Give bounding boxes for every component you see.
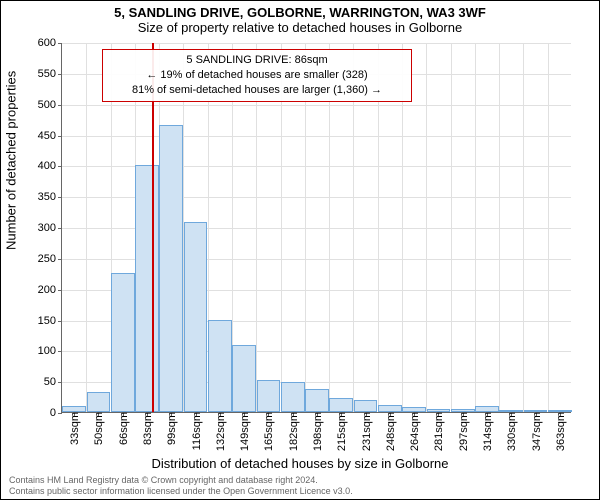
gridline-v: [86, 43, 87, 412]
x-tick-label: 66sqm: [116, 412, 130, 445]
annotation-box: 5 SANDLING DRIVE: 86sqm← 19% of detached…: [102, 49, 412, 102]
footer-attribution: Contains HM Land Registry data © Crown c…: [9, 475, 353, 497]
x-tick-label: 182sqm: [286, 412, 300, 451]
x-tick-label: 99sqm: [164, 412, 178, 445]
x-tick-label: 198sqm: [310, 412, 324, 451]
annotation-line: 5 SANDLING DRIVE: 86sqm: [111, 53, 403, 68]
x-tick-label: 314sqm: [480, 412, 494, 451]
histogram-bar: [281, 382, 305, 412]
y-tick-label: 150: [38, 315, 62, 327]
gridline-v: [451, 43, 452, 412]
x-tick-label: 132sqm: [213, 412, 227, 451]
histogram-bar: [354, 400, 378, 412]
histogram-bar: [232, 345, 256, 412]
histogram-bar: [524, 410, 548, 412]
y-tick-label: 400: [38, 160, 62, 172]
x-tick-label: 330sqm: [504, 412, 518, 451]
y-tick-label: 550: [38, 68, 62, 80]
gridline-h: [62, 43, 571, 44]
gridline-h: [62, 136, 571, 137]
x-tick-label: 149sqm: [237, 412, 251, 451]
footer-line2: Contains public sector information licen…: [9, 486, 353, 497]
footer-line1: Contains HM Land Registry data © Crown c…: [9, 475, 353, 486]
histogram-bar: [184, 222, 208, 412]
gridline-v: [523, 43, 524, 412]
y-tick-label: 200: [38, 284, 62, 296]
histogram-bar: [208, 320, 232, 413]
x-tick-label: 215sqm: [334, 412, 348, 451]
annotation-line: 81% of semi-detached houses are larger (…: [111, 83, 403, 98]
histogram-bar: [87, 392, 111, 412]
x-tick-label: 231sqm: [359, 412, 373, 451]
y-tick-label: 350: [38, 191, 62, 203]
y-tick-label: 450: [38, 130, 62, 142]
annotation-line: ← 19% of detached houses are smaller (32…: [111, 68, 403, 83]
x-tick-label: 165sqm: [261, 412, 275, 451]
gridline-v: [499, 43, 500, 412]
y-tick-label: 100: [38, 345, 62, 357]
y-tick-label: 250: [38, 253, 62, 265]
y-tick-label: 500: [38, 99, 62, 111]
x-tick-label: 50sqm: [91, 412, 105, 445]
title-block: 5, SANDLING DRIVE, GOLBORNE, WARRINGTON,…: [1, 5, 599, 35]
x-tick-label: 297sqm: [456, 412, 470, 451]
x-tick-label: 347sqm: [529, 412, 543, 451]
gridline-v: [475, 43, 476, 412]
x-axis-label: Distribution of detached houses by size …: [1, 456, 599, 471]
x-tick-label: 248sqm: [383, 412, 397, 451]
histogram-bar: [305, 389, 329, 412]
y-tick-label: 50: [44, 376, 62, 388]
x-tick-label: 83sqm: [140, 412, 154, 445]
x-tick-label: 116sqm: [189, 412, 203, 450]
histogram-bar: [475, 406, 499, 412]
histogram-bar: [451, 409, 475, 412]
gridline-v: [426, 43, 427, 412]
chart-container: 5, SANDLING DRIVE, GOLBORNE, WARRINGTON,…: [0, 0, 600, 500]
title-address: 5, SANDLING DRIVE, GOLBORNE, WARRINGTON,…: [1, 5, 599, 20]
histogram-bar: [159, 125, 183, 412]
histogram-bar: [257, 380, 281, 412]
y-tick-label: 0: [50, 407, 62, 419]
y-tick-label: 600: [38, 37, 62, 49]
x-tick-label: 33sqm: [67, 412, 81, 445]
x-tick-label: 264sqm: [407, 412, 421, 451]
histogram-bar: [548, 410, 572, 412]
histogram-bar: [111, 273, 135, 412]
histogram-bar: [62, 406, 86, 412]
x-tick-label: 281sqm: [431, 412, 445, 451]
y-tick-label: 300: [38, 222, 62, 234]
gridline-h: [62, 105, 571, 106]
histogram-bar: [427, 409, 451, 412]
x-tick-label: 363sqm: [553, 412, 567, 451]
gridline-v: [548, 43, 549, 412]
histogram-bar: [499, 410, 523, 412]
title-subtitle: Size of property relative to detached ho…: [1, 20, 599, 35]
histogram-bar: [402, 407, 426, 412]
histogram-bar: [135, 165, 159, 412]
plot-area: 05010015020025030035040045050055060033sq…: [61, 43, 571, 413]
histogram-bar: [378, 405, 402, 412]
y-axis-label: Number of detached properties: [4, 71, 19, 250]
histogram-bar: [329, 398, 353, 412]
